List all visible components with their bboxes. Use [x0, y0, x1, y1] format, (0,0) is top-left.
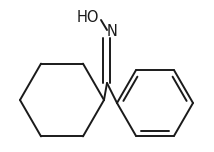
Text: HO: HO	[77, 10, 99, 26]
Text: N: N	[107, 24, 117, 40]
